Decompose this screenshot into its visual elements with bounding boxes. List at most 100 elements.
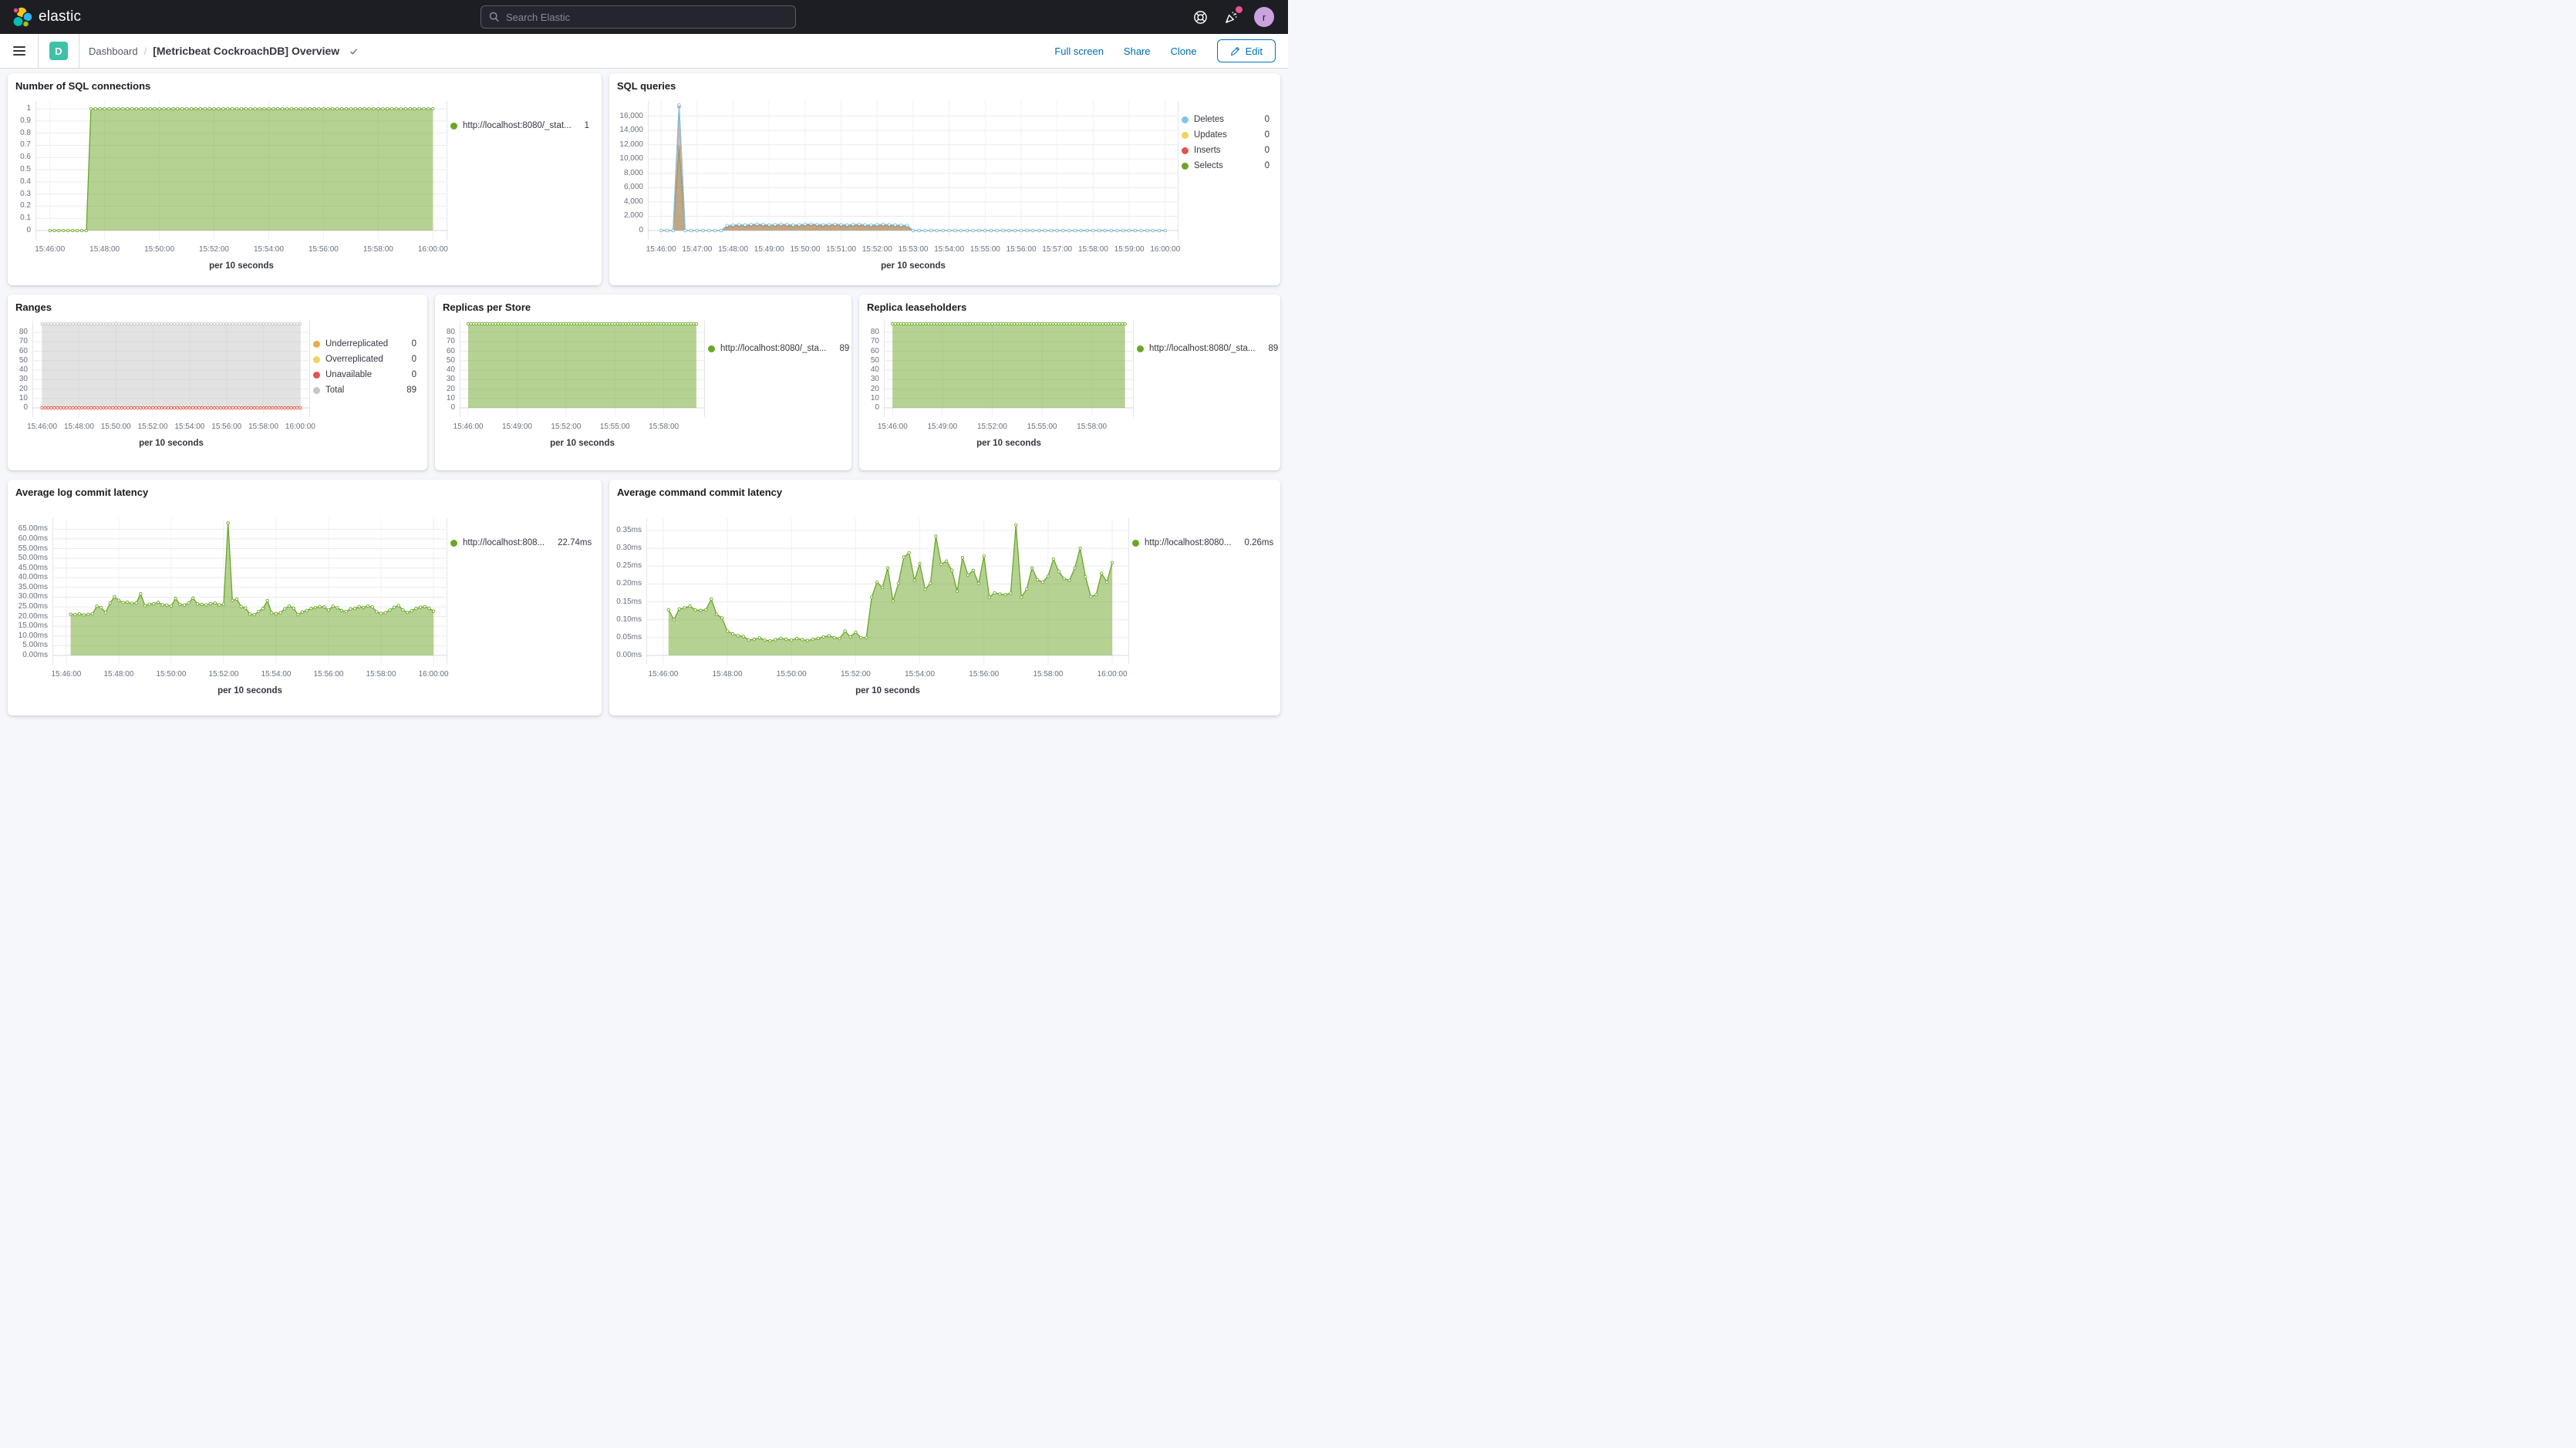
panel-replica-leaseholders: Replica leaseholders 80 70 60 50 40 30 20 10 0 1… — [859, 295, 1280, 470]
y-axis: 1 0.9 0.8 0.7 0.6 0.5 0.4 0.3 0.2 0.1 0 — [20, 104, 31, 234]
panel-title: SQL queries — [617, 80, 676, 92]
x-axis: 15:46:00 15:48:00 15:50:00 15:52:00 15:54:00… — [35, 245, 448, 254]
menu-icon[interactable] — [0, 34, 38, 68]
panel-title: Average log commit latency — [15, 487, 149, 498]
panel-replicas-per-store: Replicas per Store 80 70 60 50 40 30 20 10 0 15:… — [435, 295, 851, 470]
panel-average-log-commit-latency: Average log commit latency 65.00ms 60.00m… — [8, 480, 602, 716]
brand-name: elastic — [39, 8, 82, 25]
x-axis: 15:46:00 15:49:00 15:52:00 15:55:00 15:58:00 — [453, 423, 679, 431]
series-dot — [708, 345, 715, 352]
global-search — [480, 5, 796, 29]
chart-area[interactable] — [648, 101, 1178, 240]
chart-area[interactable] — [884, 321, 1134, 417]
series-dot — [1182, 146, 1189, 154]
edit-button-label: Edit — [1245, 45, 1263, 57]
series-dot — [313, 386, 320, 394]
notification-dot — [1236, 6, 1242, 13]
legend-item-overreplicated[interactable]: Overreplicated 0 — [313, 355, 416, 364]
x-axis-caption: per 10 seconds — [976, 439, 1041, 448]
y-axis: 80 70 60 50 40 30 20 10 0 — [870, 328, 879, 412]
legend-item[interactable]: http://localhost:8080... 0.26ms — [1132, 538, 1273, 547]
series-dot — [450, 122, 457, 130]
y-axis: 16,000 14,000 12,000 10,000 8,000 6,000 4,000 2… — [619, 111, 643, 234]
search-icon — [489, 12, 499, 22]
chart-legend: http://localhost:8080/_sta... 89 — [708, 321, 849, 359]
series-dot — [450, 539, 457, 547]
pencil-icon — [1230, 46, 1239, 56]
elastic-home-link[interactable]: elastic — [0, 6, 81, 28]
legend-item-updates[interactable]: Updates 0 — [1182, 130, 1269, 140]
dashboard-grid: Number of SQL connections 1 0.9 0.8 0.7 0.6 0… — [0, 69, 1288, 724]
breadcrumb-dashboard-link[interactable]: Dashboard — [89, 45, 138, 57]
clone-button[interactable]: Clone — [1170, 45, 1197, 57]
series-dot — [1137, 345, 1144, 352]
news-celebration-icon[interactable] — [1223, 6, 1242, 25]
x-axis-caption: per 10 seconds — [139, 439, 204, 448]
dashboard-toolbar: D Dashboard / [Metricbeat CockroachDB] O… — [0, 34, 1288, 69]
chart-legend: Deletes 0 Updates 0 Inserts 0 Selects 0 — [1182, 101, 1274, 177]
x-axis: 15:46:00 15:49:00 15:52:00 15:55:00 15:58:00 — [877, 423, 1108, 431]
divider — [38, 34, 39, 68]
panel-title: Average command commit latency — [617, 487, 783, 498]
edit-button[interactable]: Edit — [1216, 39, 1276, 62]
legend-item-underreplicated[interactable]: Underreplicated 0 — [313, 339, 416, 349]
y-axis: 65.00ms 60.00ms 55.00ms 50.00ms 45.00ms 40.00… — [18, 524, 48, 659]
series-dot — [313, 340, 320, 348]
series-dot — [313, 371, 320, 379]
chart-legend: http://localhost:8080/_sta... 89 — [1137, 321, 1278, 359]
chart-area[interactable] — [460, 321, 705, 417]
y-axis: 0.35ms 0.30ms 0.25ms 0.20ms 0.15ms 0.10ms 0.05… — [616, 525, 642, 659]
x-axis: 15:46:00 15:48:00 15:50:00 15:52:00 15:54:00… — [27, 423, 315, 431]
share-button[interactable]: Share — [1123, 45, 1151, 57]
panel-title: Replica leaseholders — [867, 301, 967, 313]
panel-average-command-commit-latency: Average command commit latency 0.35ms 0.3… — [609, 480, 1280, 716]
series-dot — [1182, 162, 1189, 170]
y-axis: 80 70 60 50 40 30 20 10 0 — [446, 328, 455, 412]
global-header: elastic — [0, 0, 1288, 34]
breadcrumb-separator: / — [143, 45, 147, 57]
x-axis-caption: per 10 seconds — [217, 686, 282, 695]
avatar-initial: r — [1262, 11, 1266, 23]
page-title: [Metricbeat CockroachDB] Overview — [153, 45, 340, 57]
legend-item-deletes[interactable]: Deletes 0 — [1182, 115, 1269, 124]
panel-number-of-sql-connections: Number of SQL connections 1 0.9 0.8 0.7 0.6 0… — [8, 73, 602, 285]
chart-area[interactable] — [35, 101, 447, 240]
legend-item[interactable]: http://localhost:8080/_sta... 89 — [1137, 344, 1278, 353]
breadcrumb: Dashboard / [Metricbeat CockroachDB] Ove… — [79, 45, 359, 57]
search-input[interactable] — [506, 11, 787, 23]
dashboard-badge: D — [49, 42, 68, 60]
legend-item-total[interactable]: Total 89 — [313, 386, 416, 395]
panel-title: Number of SQL connections — [15, 80, 151, 92]
x-axis: 15:46:00 15:47:00 15:48:00 15:49:00 15:50:00… — [646, 245, 1181, 254]
y-axis: 80 70 60 50 40 30 20 10 0 — [19, 328, 28, 412]
chart-area[interactable] — [646, 518, 1129, 665]
header-actions: r — [1192, 6, 1288, 27]
legend-item-inserts[interactable]: Inserts 0 — [1182, 146, 1269, 155]
legend-item-selects[interactable]: Selects 0 — [1182, 161, 1269, 170]
chart-area[interactable] — [52, 518, 447, 665]
series-dot — [313, 355, 320, 363]
legend-item[interactable]: http://localhost:8080/_sta... 89 — [708, 344, 849, 353]
panel-sql-queries: SQL queries 16,000 14,000 12,000 10,000 8,00… — [609, 73, 1280, 285]
chart-legend: http://localhost:808... 22.74ms — [450, 518, 595, 554]
x-axis-caption: per 10 seconds — [550, 439, 615, 448]
chart-legend: http://localhost:8080... 0.26ms — [1132, 518, 1274, 554]
legend-item-unavailable[interactable]: Unavailable 0 — [313, 370, 416, 379]
help-icon[interactable] — [1192, 9, 1208, 25]
chart-legend: Underreplicated 0 Overreplicated 0 Unava… — [313, 321, 421, 401]
panel-title: Ranges — [15, 301, 52, 313]
x-axis-caption: per 10 seconds — [855, 686, 920, 695]
full-screen-button[interactable]: Full screen — [1054, 45, 1104, 57]
legend-item[interactable]: http://localhost:808... 22.74ms — [450, 538, 592, 547]
x-axis: 15:46:00 15:48:00 15:50:00 15:52:00 15:54:00… — [51, 670, 449, 679]
series-dot — [1132, 539, 1139, 547]
x-axis-caption: per 10 seconds — [881, 261, 946, 271]
x-axis: 15:46:00 15:48:00 15:50:00 15:52:00 15:54:00… — [648, 670, 1128, 679]
title-check-icon — [350, 48, 358, 55]
elastic-logo-icon — [12, 6, 32, 28]
series-dot — [1182, 116, 1189, 123]
toolbar-actions: Full screen Share Clone Edit — [1054, 39, 1276, 62]
legend-item[interactable]: http://localhost:8080/_stat... 1 — [450, 121, 591, 130]
chart-area[interactable] — [32, 321, 310, 417]
user-avatar[interactable]: r — [1254, 7, 1274, 27]
